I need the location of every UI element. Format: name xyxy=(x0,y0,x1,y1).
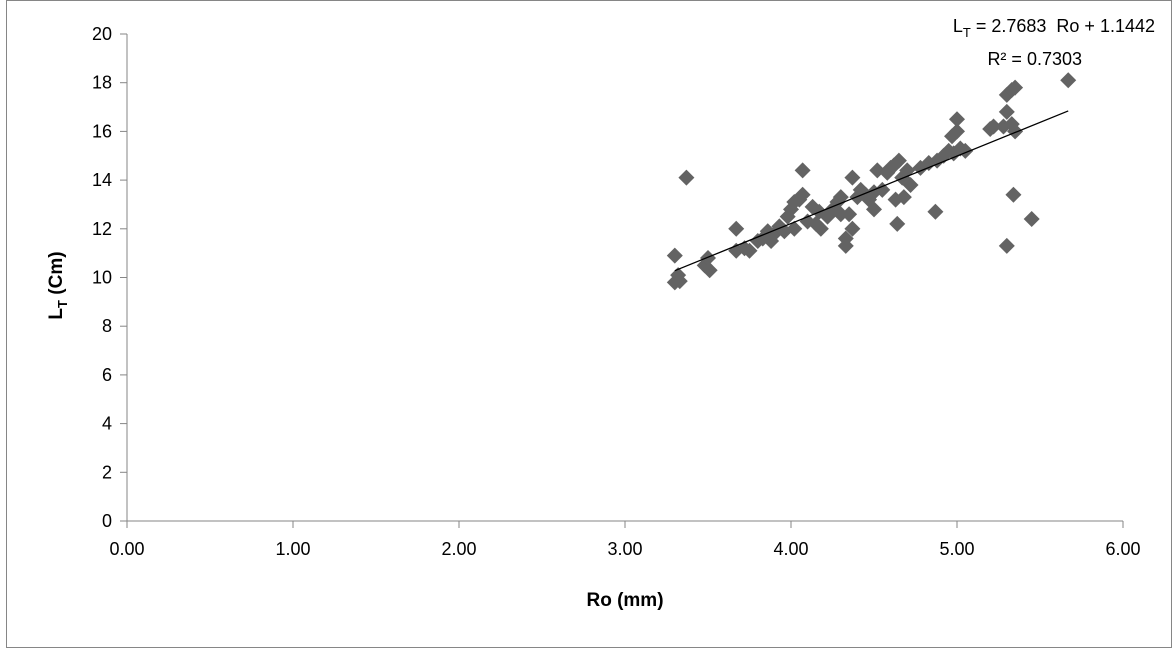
data-point xyxy=(1023,211,1040,228)
data-point xyxy=(844,169,861,186)
data-point xyxy=(890,152,907,169)
x-tick-label: 4.00 xyxy=(773,539,808,559)
trendline xyxy=(674,110,1069,272)
data-point xyxy=(844,220,861,237)
x-axis-title: Ro (mm) xyxy=(586,590,663,611)
data-point xyxy=(874,181,891,198)
y-tick-label: 12 xyxy=(92,219,112,239)
data-point xyxy=(1007,123,1024,140)
trendline-equation: LT = 2.7683 Ro + 1.1442 xyxy=(953,16,1155,40)
data-point xyxy=(671,273,688,290)
data-points xyxy=(666,72,1077,291)
y-tick-label: 10 xyxy=(92,268,112,288)
axes xyxy=(126,34,1123,522)
data-point xyxy=(949,123,965,140)
data-point xyxy=(902,176,919,193)
data-point xyxy=(866,201,882,218)
data-point xyxy=(1007,79,1024,96)
y-tick-label: 6 xyxy=(102,365,112,385)
y-tick-label: 0 xyxy=(102,511,112,531)
x-tick-label: 6.00 xyxy=(1105,539,1140,559)
data-point xyxy=(889,215,906,232)
r-squared-label: R² = 0.7303 xyxy=(987,49,1082,69)
data-point xyxy=(666,247,683,264)
data-point xyxy=(812,220,829,237)
data-point xyxy=(832,206,849,223)
x-tick-label: 5.00 xyxy=(939,539,974,559)
data-point xyxy=(700,250,716,267)
data-point xyxy=(949,111,965,128)
data-point xyxy=(701,262,718,279)
data-point xyxy=(1005,186,1022,203)
data-point xyxy=(895,189,912,206)
y-axis-title-main: L xyxy=(46,308,67,320)
data-point xyxy=(794,162,811,179)
equation-lhs-subscript: T xyxy=(963,25,971,40)
data-point xyxy=(985,118,1002,135)
y-tick-label: 4 xyxy=(102,414,112,434)
y-axis-title-subscript: T xyxy=(55,300,70,308)
y-axis-title-unit: (Cm) xyxy=(46,251,67,300)
x-tick-label: 1.00 xyxy=(275,539,310,559)
equation-lhs-main: L xyxy=(953,16,963,36)
y-tick-label: 18 xyxy=(92,73,112,93)
data-point xyxy=(678,169,695,186)
data-point xyxy=(786,220,803,237)
data-point xyxy=(1060,72,1077,89)
y-tick-label: 14 xyxy=(92,170,112,190)
data-point xyxy=(841,206,858,223)
chart-frame xyxy=(6,0,1172,648)
y-axis-ticks: 0 2 4 6 8 10 12 14 16 18 20 xyxy=(92,24,127,531)
data-point xyxy=(728,220,745,237)
y-tick-label: 8 xyxy=(102,316,112,336)
x-tick-label: 3.00 xyxy=(607,539,642,559)
x-tick-label: 0.00 xyxy=(109,539,144,559)
y-tick-label: 16 xyxy=(92,121,112,141)
data-point xyxy=(927,203,944,220)
x-tick-label: 2.00 xyxy=(441,539,476,559)
y-tick-label: 2 xyxy=(102,462,112,482)
data-point xyxy=(741,242,758,259)
data-point xyxy=(837,230,854,247)
x-axis-ticks: 0.00 1.00 2.00 3.00 4.00 5.00 6.00 xyxy=(109,521,1141,559)
data-point xyxy=(794,186,811,203)
y-axis-title: LT (Cm) xyxy=(46,251,70,319)
equation-rhs: = 2.7683 Ro + 1.1442 xyxy=(971,16,1155,36)
data-point xyxy=(998,237,1015,254)
data-point xyxy=(998,103,1015,120)
y-tick-label: 20 xyxy=(92,24,112,44)
